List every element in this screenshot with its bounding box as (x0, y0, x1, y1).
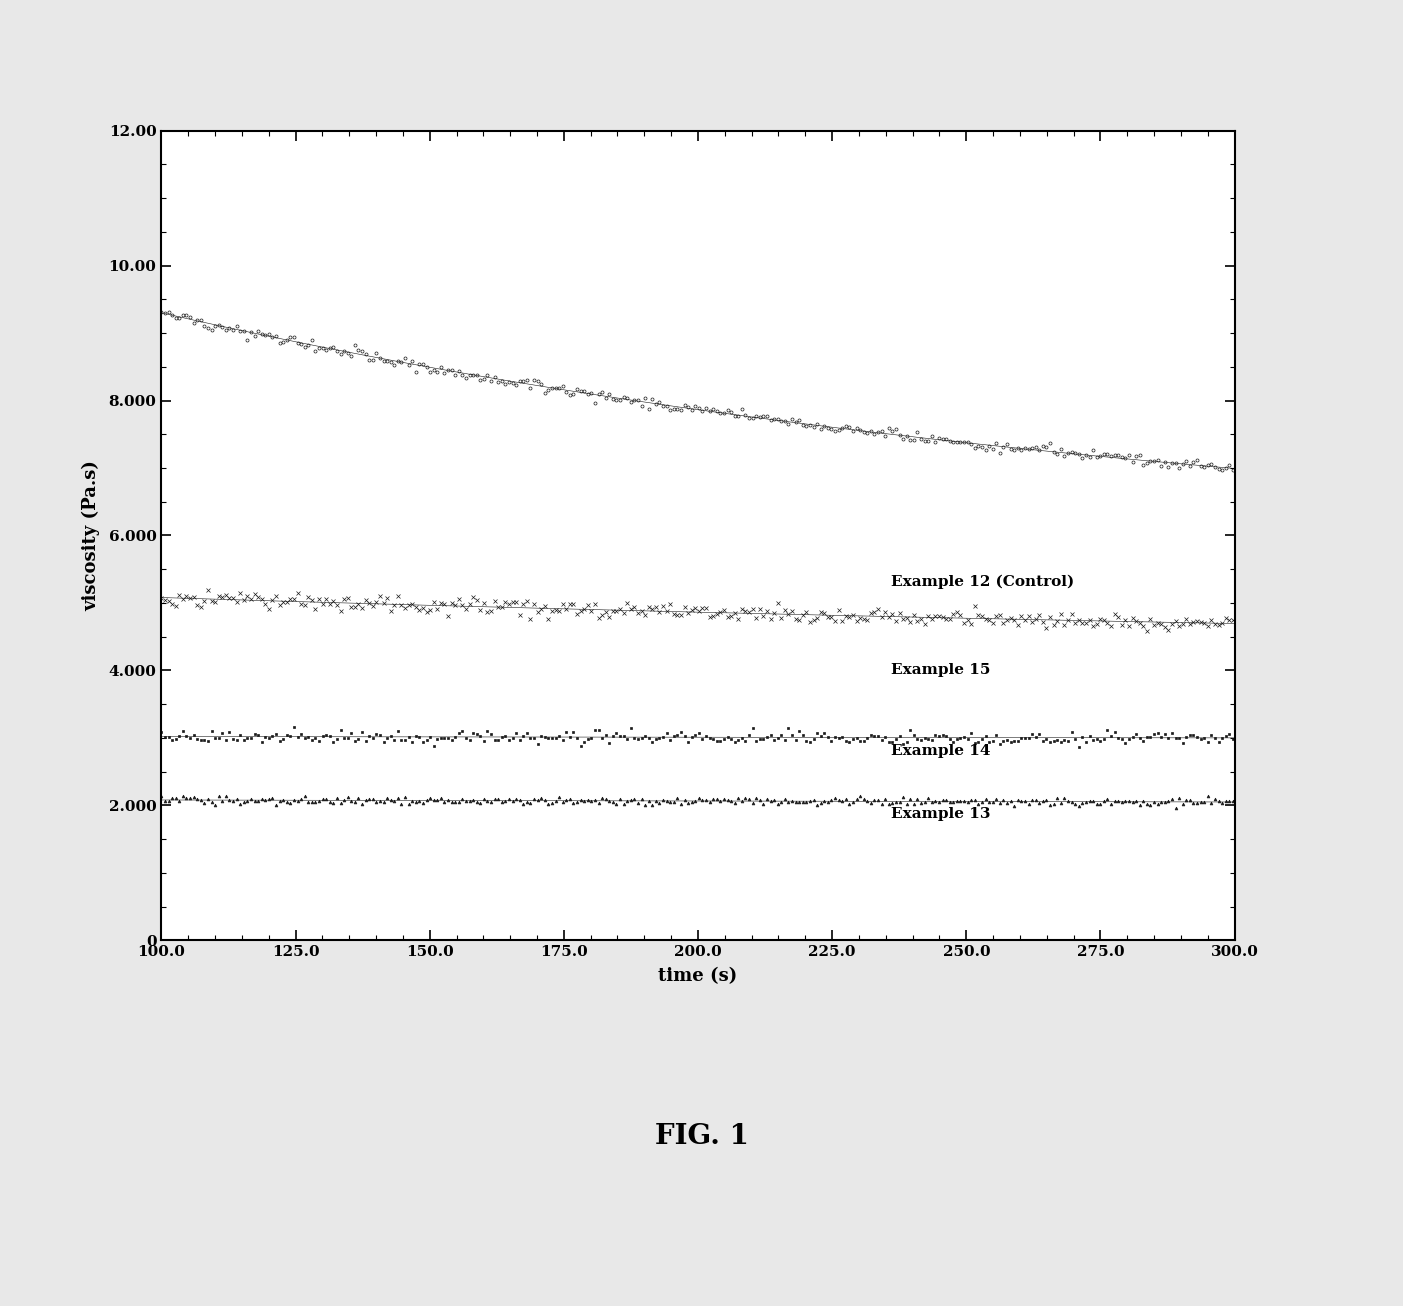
Text: Example 12 (Control): Example 12 (Control) (891, 575, 1075, 589)
Y-axis label: viscosity (Pa.s): viscosity (Pa.s) (81, 460, 100, 611)
Text: Example 14: Example 14 (891, 743, 991, 757)
Text: Example 15: Example 15 (891, 662, 991, 677)
Text: FIG. 1: FIG. 1 (655, 1123, 748, 1149)
Text: Example 13: Example 13 (891, 807, 991, 820)
X-axis label: time (s): time (s) (658, 968, 738, 986)
